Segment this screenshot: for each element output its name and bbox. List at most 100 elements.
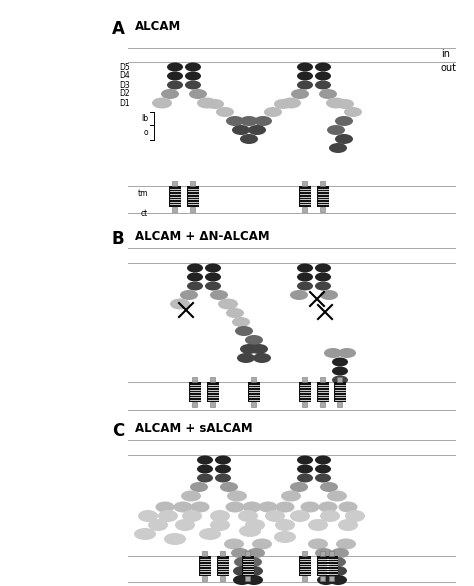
Bar xyxy=(192,377,198,382)
Ellipse shape xyxy=(240,344,258,354)
Ellipse shape xyxy=(187,272,203,281)
Bar xyxy=(202,551,208,556)
Ellipse shape xyxy=(240,116,258,126)
Ellipse shape xyxy=(233,575,251,585)
Bar xyxy=(202,576,208,581)
Bar xyxy=(302,402,308,407)
Bar xyxy=(248,382,260,402)
Ellipse shape xyxy=(210,510,230,522)
Ellipse shape xyxy=(326,97,346,108)
Ellipse shape xyxy=(291,89,309,99)
Bar xyxy=(191,181,195,186)
Ellipse shape xyxy=(243,502,262,513)
Ellipse shape xyxy=(338,348,356,358)
Ellipse shape xyxy=(275,519,295,531)
Bar xyxy=(189,382,201,402)
Ellipse shape xyxy=(320,510,340,522)
Ellipse shape xyxy=(189,89,207,99)
Bar xyxy=(320,551,326,556)
Bar xyxy=(337,377,343,382)
Ellipse shape xyxy=(231,548,249,558)
Bar xyxy=(317,556,329,576)
Ellipse shape xyxy=(245,575,263,585)
Bar xyxy=(207,382,219,402)
Ellipse shape xyxy=(331,548,349,558)
Ellipse shape xyxy=(233,566,251,576)
Text: D1: D1 xyxy=(119,98,130,107)
Ellipse shape xyxy=(173,502,192,513)
Ellipse shape xyxy=(218,298,238,309)
Ellipse shape xyxy=(336,99,354,109)
Bar xyxy=(187,186,199,207)
Ellipse shape xyxy=(297,473,313,482)
Ellipse shape xyxy=(205,281,221,291)
Ellipse shape xyxy=(332,366,348,376)
Text: C: C xyxy=(112,422,124,440)
Text: B: B xyxy=(112,230,125,248)
Ellipse shape xyxy=(329,575,347,585)
Text: D5: D5 xyxy=(119,63,130,71)
Ellipse shape xyxy=(332,376,348,384)
Bar xyxy=(320,377,326,382)
Ellipse shape xyxy=(237,353,255,363)
Ellipse shape xyxy=(315,71,331,80)
Ellipse shape xyxy=(170,298,190,309)
Ellipse shape xyxy=(197,473,213,482)
Ellipse shape xyxy=(329,566,347,576)
Ellipse shape xyxy=(290,290,308,300)
Ellipse shape xyxy=(240,134,258,144)
Ellipse shape xyxy=(274,531,296,543)
Text: ALCAM + sALCAM: ALCAM + sALCAM xyxy=(135,422,253,435)
Ellipse shape xyxy=(319,89,337,99)
Bar xyxy=(320,576,326,581)
Bar xyxy=(199,556,211,576)
Ellipse shape xyxy=(315,80,331,90)
Ellipse shape xyxy=(275,502,294,513)
Ellipse shape xyxy=(239,525,261,537)
Ellipse shape xyxy=(345,510,365,522)
Text: ALCAM + ΔN-ALCAM: ALCAM + ΔN-ALCAM xyxy=(135,230,270,243)
Bar xyxy=(252,402,256,407)
Ellipse shape xyxy=(308,539,328,550)
Ellipse shape xyxy=(167,80,183,90)
Bar xyxy=(317,186,329,207)
Bar xyxy=(299,186,311,207)
Ellipse shape xyxy=(206,99,224,109)
Ellipse shape xyxy=(180,290,198,300)
Bar xyxy=(329,576,335,581)
Ellipse shape xyxy=(134,528,156,540)
Ellipse shape xyxy=(324,348,342,358)
Ellipse shape xyxy=(297,71,313,80)
Ellipse shape xyxy=(297,281,313,291)
Ellipse shape xyxy=(290,482,308,492)
Bar xyxy=(220,551,226,556)
Ellipse shape xyxy=(138,510,158,522)
Ellipse shape xyxy=(167,63,183,71)
Bar xyxy=(191,207,195,212)
Ellipse shape xyxy=(226,502,245,513)
Ellipse shape xyxy=(320,482,338,492)
Bar xyxy=(302,551,308,556)
Ellipse shape xyxy=(210,290,228,300)
Ellipse shape xyxy=(197,455,213,465)
Bar xyxy=(320,207,326,212)
Ellipse shape xyxy=(238,510,258,522)
Ellipse shape xyxy=(244,557,262,567)
Ellipse shape xyxy=(297,63,313,71)
Ellipse shape xyxy=(215,455,231,465)
Ellipse shape xyxy=(319,502,337,513)
Ellipse shape xyxy=(335,116,353,126)
Ellipse shape xyxy=(297,264,313,272)
Text: D3: D3 xyxy=(119,80,130,90)
Bar xyxy=(210,402,216,407)
Bar xyxy=(220,576,226,581)
Ellipse shape xyxy=(301,502,319,513)
Ellipse shape xyxy=(315,455,331,465)
Ellipse shape xyxy=(264,107,282,117)
Ellipse shape xyxy=(245,335,263,345)
Text: D4: D4 xyxy=(119,71,130,80)
Ellipse shape xyxy=(338,502,357,513)
Ellipse shape xyxy=(248,125,266,135)
Ellipse shape xyxy=(315,272,331,281)
Ellipse shape xyxy=(281,97,301,108)
